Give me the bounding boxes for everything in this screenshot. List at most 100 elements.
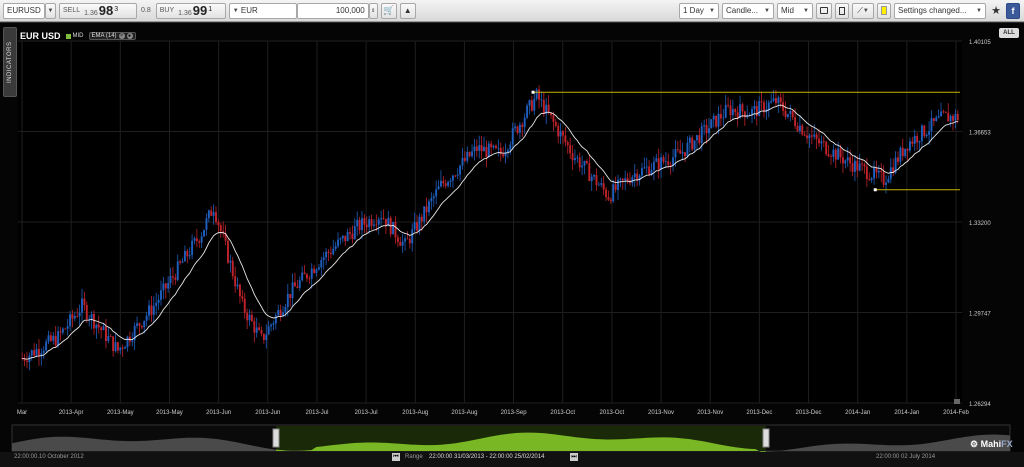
- candle-body: [171, 276, 174, 278]
- candle-body: [341, 235, 344, 239]
- candle-body: [231, 260, 234, 277]
- candle-body: [358, 219, 361, 231]
- candle-body: [384, 218, 387, 227]
- candle-body: [837, 148, 840, 160]
- alert-button[interactable]: ▲: [399, 2, 416, 19]
- candle-body: [186, 250, 189, 257]
- candle-body: [705, 125, 708, 134]
- candle-body: [593, 174, 596, 177]
- candle-body: [727, 104, 730, 106]
- mid-color-swatch: [65, 33, 71, 39]
- support-handle: [873, 188, 877, 192]
- candle-body: [317, 267, 320, 270]
- candle-body: [179, 261, 182, 263]
- navigator-handle[interactable]: [762, 428, 770, 448]
- chevron-down-icon: ▼: [862, 7, 869, 14]
- candle-body: [940, 111, 943, 117]
- navigator-handle[interactable]: [272, 428, 280, 448]
- chart-area[interactable]: 1.40105 1.36653 1.33200 1.29747 1.26294 Mar 20…: [0, 23, 1024, 467]
- candle-body: [394, 222, 397, 238]
- candle-body: [545, 104, 548, 115]
- candle-body: [236, 284, 239, 287]
- settings-icon[interactable]: ●: [126, 33, 133, 39]
- candle-body: [212, 212, 215, 216]
- candle-body: [901, 147, 904, 157]
- candle-body: [289, 294, 292, 298]
- facebook-button[interactable]: f: [1006, 2, 1020, 19]
- candle-body: [148, 305, 150, 316]
- candle-body: [629, 181, 631, 184]
- candle-body: [93, 314, 95, 329]
- range-prev-button[interactable]: ⏮: [392, 453, 400, 461]
- amount-input[interactable]: 100,000: [296, 2, 369, 19]
- candle-body: [760, 101, 763, 103]
- candle-body: [499, 147, 502, 155]
- candle-body: [61, 328, 64, 333]
- candle-body: [248, 314, 251, 321]
- candle-body: [786, 113, 789, 117]
- candle-body: [267, 326, 270, 335]
- candle-body: [303, 272, 306, 275]
- candle-body: [767, 102, 770, 110]
- candle-body: [356, 219, 359, 227]
- buy-button[interactable]: BUY 1.36 99 1: [155, 2, 226, 19]
- chart-header: EUR USD MID EMA (14) × ●: [20, 31, 136, 41]
- candle-body: [552, 115, 555, 122]
- candle-body: [451, 175, 454, 181]
- favorite-button[interactable]: ★: [989, 3, 1003, 19]
- draw-tool-button[interactable]: ⟋ ▼: [852, 2, 874, 19]
- all-range-button[interactable]: ALL: [999, 28, 1019, 38]
- color-picker-button[interactable]: [877, 2, 891, 19]
- indicators-tab[interactable]: INDICATORS: [3, 27, 17, 97]
- candle-body: [533, 98, 536, 111]
- candle-body: [894, 157, 897, 173]
- candle-body: [140, 325, 143, 328]
- candle-body: [801, 125, 804, 135]
- candle-body: [155, 302, 158, 306]
- timeframe-select[interactable]: 1 Day ▼: [679, 2, 719, 19]
- candle-body: [483, 146, 485, 152]
- candle-body: [396, 237, 399, 243]
- close-icon[interactable]: ×: [118, 33, 125, 39]
- sell-price-fraction: 3: [114, 6, 119, 13]
- candle-body: [566, 142, 569, 146]
- candle-body: [609, 199, 612, 202]
- price-chart[interactable]: 1.40105 1.36653 1.33200 1.29747 1.26294 Mar 20…: [0, 23, 1024, 467]
- candle-body: [882, 172, 885, 185]
- candle-body: [899, 147, 902, 162]
- instrument-dropdown-button[interactable]: ▼: [45, 2, 56, 19]
- instrument-select[interactable]: EURUSD: [3, 2, 45, 19]
- trade-cart-button[interactable]: 🛒: [380, 2, 397, 19]
- candle-body: [865, 166, 868, 180]
- ema-legend[interactable]: EMA (14) × ●: [88, 32, 136, 40]
- candle-body: [205, 218, 208, 230]
- candle-body: [480, 145, 483, 152]
- screenshot-button[interactable]: [816, 2, 832, 19]
- x-tick-label: 2014-Feb: [943, 410, 969, 416]
- trendline-icon: ⟋: [857, 5, 863, 15]
- x-tick-label: 2013-May: [107, 410, 134, 416]
- sell-button[interactable]: SELL 1.36 98 3: [59, 2, 137, 19]
- currency-select[interactable]: ▼ EUR: [228, 2, 297, 19]
- candle-body: [81, 298, 83, 313]
- facebook-icon: f: [1011, 5, 1015, 16]
- range-next-button[interactable]: ⏭: [570, 453, 578, 461]
- navigator-area-selected: [276, 432, 766, 452]
- chart-type-select[interactable]: Candle... ▼: [722, 2, 774, 19]
- instrument-value: EURUSD: [7, 6, 41, 15]
- candle-body: [351, 233, 354, 240]
- settings-select[interactable]: Settings changed... ▼: [894, 2, 986, 19]
- candle-body: [227, 240, 229, 263]
- candle-body: [834, 149, 837, 160]
- candle-body: [277, 309, 280, 316]
- indicator-button[interactable]: [835, 2, 849, 19]
- price-mode-select[interactable]: Mid ▼: [777, 2, 813, 19]
- candle-body: [447, 182, 450, 186]
- candle-body: [774, 98, 777, 104]
- candle-body: [423, 206, 426, 222]
- trade-toolbar: EURUSD ▼ SELL 1.36 98 3 0.8 BUY 1.36 99 1 ▼ …: [0, 0, 1024, 22]
- amount-stepper[interactable]: ⇕: [368, 2, 378, 19]
- grid-icon: [839, 6, 845, 15]
- candle-body: [810, 135, 813, 137]
- candle-body: [83, 298, 86, 305]
